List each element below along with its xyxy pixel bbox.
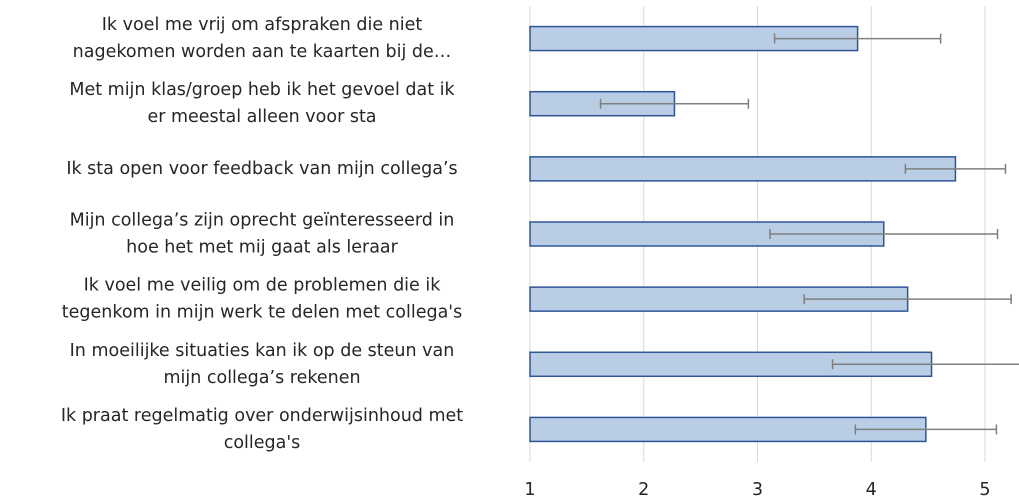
- x-tick-label: 3: [752, 480, 763, 500]
- error-bar: [854, 424, 998, 435]
- y-tick-label: In moeilijke situaties kan ik op de steu…: [70, 341, 455, 361]
- y-tick-label: er meestal alleen voor sta: [147, 107, 376, 127]
- y-tick-label: collega's: [224, 433, 301, 453]
- y-tick-label: Met mijn klas/groep heb ik het gevoel da…: [69, 80, 455, 100]
- error-bar: [904, 163, 1007, 174]
- y-tick-label: Ik praat regelmatig over onderwijsinhoud…: [61, 406, 463, 426]
- x-tick-label: 2: [638, 480, 649, 500]
- error-bar: [599, 98, 750, 109]
- x-tick-label: 5: [979, 480, 990, 500]
- x-tick-label: 1: [524, 480, 535, 500]
- y-tick-label: Ik sta open voor feedback van mijn colle…: [66, 159, 457, 179]
- y-tick-label: hoe het met mij gaat als leraar: [126, 238, 398, 258]
- y-tick-label: mijn collega’s rekenen: [163, 368, 360, 388]
- y-tick-label: nagekomen worden aan te kaarten bij de…: [73, 42, 452, 62]
- y-tick-label: tegenkom in mijn werk te delen met colle…: [62, 303, 463, 323]
- y-tick-label: Mijn collega’s zijn oprecht geïnteressee…: [70, 211, 455, 231]
- error-bar: [803, 294, 1012, 305]
- error-bar: [773, 33, 942, 44]
- error-bar: [769, 229, 999, 239]
- error-bar: [831, 359, 1019, 370]
- bar: [529, 156, 957, 182]
- x-tick-label: 4: [866, 480, 877, 500]
- y-tick-label: Ik voel me vrij om afspraken die niet: [102, 15, 423, 35]
- y-tick-label: Ik voel me veilig om de problemen die ik: [84, 276, 442, 296]
